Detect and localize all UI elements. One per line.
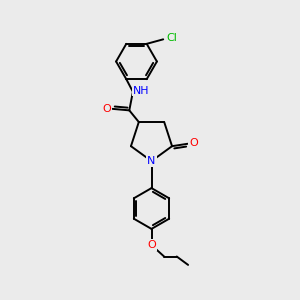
Text: NH: NH <box>133 85 149 96</box>
Text: O: O <box>103 104 112 114</box>
Text: O: O <box>147 240 156 250</box>
Text: N: N <box>147 156 156 166</box>
Text: Cl: Cl <box>166 33 177 43</box>
Text: O: O <box>189 138 198 148</box>
